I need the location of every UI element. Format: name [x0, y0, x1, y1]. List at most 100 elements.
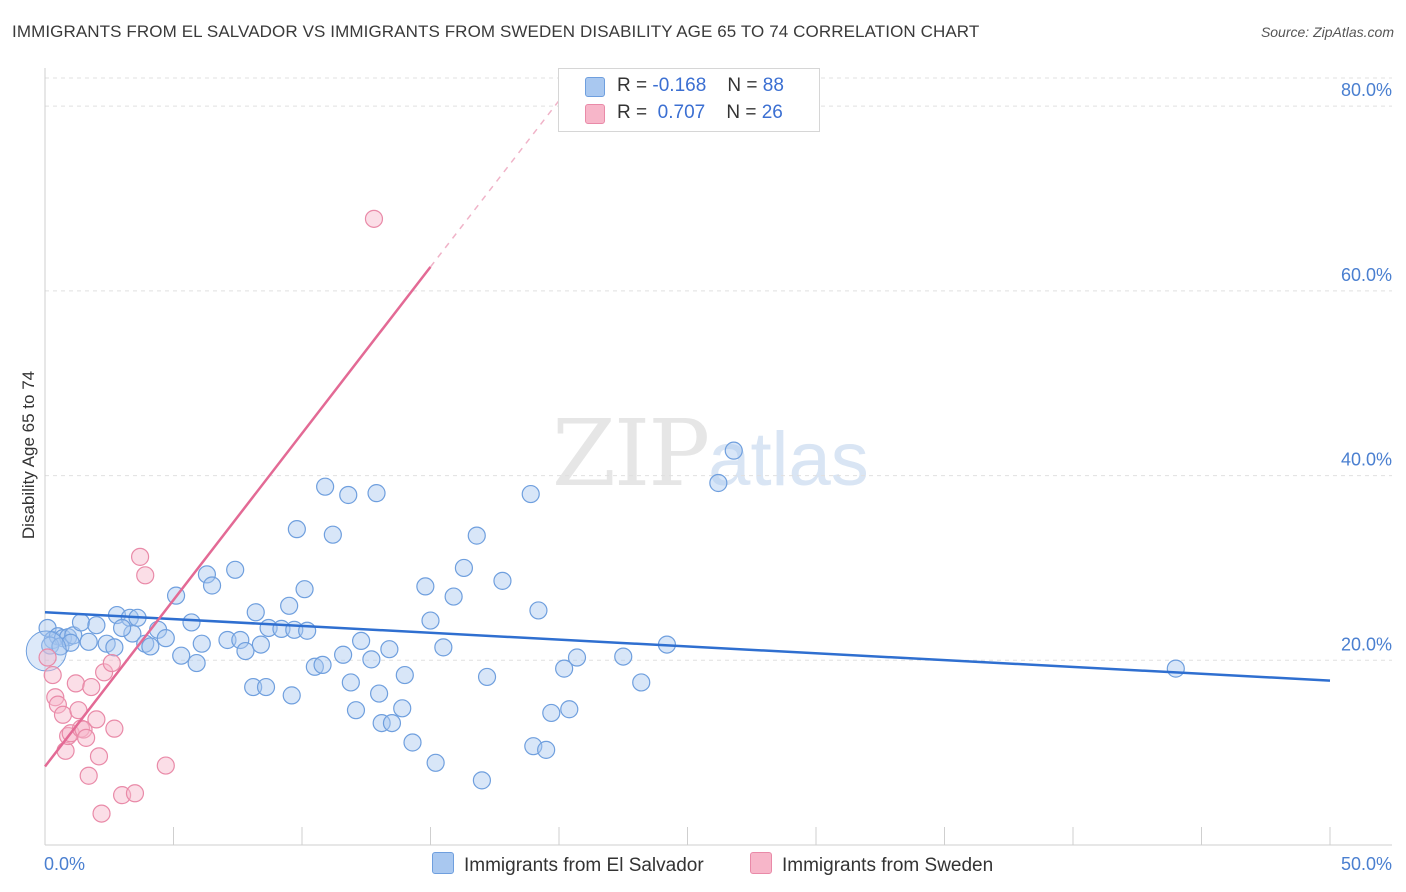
data-point-el-salvador	[555, 659, 574, 678]
data-point-el-salvador	[434, 638, 453, 657]
data-point-el-salvador	[251, 635, 270, 654]
data-point-el-salvador	[71, 613, 91, 632]
data-point-el-salvador	[256, 677, 276, 697]
watermark-zip: ZIP	[552, 400, 710, 507]
tick-labels: 20.0% 40.0% 60.0% 80.0% 0.0% 50.0%	[44, 80, 1392, 874]
x-tick-label: 50.0%	[1341, 854, 1392, 874]
watermark: ZIPatlas	[552, 400, 869, 507]
data-point-sweden	[53, 705, 73, 724]
data-point-el-salvador	[380, 640, 399, 659]
data-point-el-salvador	[367, 484, 386, 503]
y-axis-label: Disability Age 65 to 74	[19, 371, 38, 539]
data-point-sweden	[136, 566, 155, 585]
data-point-sweden	[77, 728, 96, 747]
data-point-sweden	[105, 719, 124, 738]
legend-n-label: N =	[726, 102, 757, 123]
trend-line-el-salvador	[44, 611, 1331, 682]
data-point-el-salvador	[141, 637, 160, 656]
data-point-sweden	[48, 695, 67, 714]
data-point-el-salvador	[346, 701, 366, 720]
data-point-el-salvador	[472, 771, 491, 790]
data-point-el-salvador	[79, 632, 98, 651]
data-point-el-salvador	[226, 560, 245, 579]
bottom-legend-el-salvador: Immigrants from El Salvador	[432, 852, 704, 877]
data-point-el-salvador	[192, 634, 211, 653]
data-point-sweden	[38, 648, 57, 667]
data-point-el-salvador	[341, 673, 360, 692]
data-point-el-salvador	[313, 655, 332, 675]
data-point-el-salvador	[395, 665, 414, 685]
bottom-legend-swatch-sweden	[750, 852, 772, 874]
data-point-sweden	[125, 784, 145, 803]
data-point-el-salvador-cluster	[25, 630, 67, 672]
chart-title: IMMIGRANTS FROM EL SALVADOR VS IMMIGRANT…	[12, 22, 980, 41]
data-point-sweden	[82, 677, 101, 697]
trend-lines	[44, 100, 1331, 768]
data-point-el-salvador	[393, 699, 412, 718]
data-point-el-salvador	[218, 630, 237, 650]
y-tick-label: 80.0%	[1341, 80, 1392, 100]
data-point-el-salvador	[444, 587, 463, 606]
data-point-sweden	[43, 665, 62, 685]
data-point-el-salvador	[421, 611, 440, 630]
data-point-el-salvador	[537, 740, 556, 759]
data-point-el-salvador	[454, 558, 474, 578]
data-point-el-salvador	[287, 520, 306, 539]
data-point-el-salvador	[105, 638, 124, 657]
data-point-el-salvador	[61, 633, 80, 652]
data-point-el-salvador	[521, 484, 540, 504]
legend-n-label: N =	[727, 75, 758, 96]
data-point-sweden	[130, 547, 150, 566]
data-point-sweden	[95, 663, 114, 682]
data-point-el-salvador	[477, 667, 497, 687]
legend-swatch-sweden	[585, 104, 605, 124]
bottom-legend-label-el-salvador: Immigrants from El Salvador	[464, 855, 704, 876]
data-point-el-salvador	[567, 648, 587, 667]
legend-swatch-el-salvador	[585, 77, 605, 97]
data-point-el-salvador	[352, 631, 371, 651]
data-point-el-salvador	[370, 684, 389, 703]
data-point-el-salvador	[493, 571, 512, 590]
data-point-el-salvador	[382, 713, 402, 733]
legend-n-value-el-salvador: 88	[762, 75, 784, 96]
data-point-el-salvador	[282, 686, 301, 705]
data-point-el-salvador	[724, 441, 743, 460]
data-point-el-salvador	[529, 601, 548, 620]
data-point-sweden	[156, 756, 175, 775]
data-point-el-salvador	[632, 673, 651, 692]
data-point-sweden	[56, 741, 75, 760]
data-point-el-salvador	[295, 580, 314, 599]
legend-r-value-sweden: 0.707	[657, 102, 706, 123]
data-point-el-salvador	[467, 526, 486, 545]
correlation-legend: R = -0.168 N = 88 R = 0.707 N = 26	[558, 68, 820, 132]
data-point-el-salvador	[560, 700, 579, 719]
data-point-sweden	[46, 688, 65, 707]
data-point-el-salvador	[316, 477, 335, 496]
data-point-el-salvador	[323, 525, 342, 544]
data-point-sweden	[364, 209, 384, 228]
data-point-sweden	[87, 710, 106, 729]
data-point-el-salvador	[87, 616, 106, 635]
bottom-legend-swatch-el-salvador	[432, 852, 454, 874]
data-point-el-salvador	[614, 647, 633, 666]
data-point-el-salvador	[182, 613, 201, 632]
data-point-sweden	[102, 653, 121, 673]
trend-line-sweden	[44, 266, 432, 768]
data-point-el-salvador	[187, 653, 206, 673]
data-point-sweden	[89, 747, 109, 766]
data-point-el-salvador	[362, 650, 381, 669]
data-point-el-salvador	[339, 485, 358, 505]
data-point-el-salvador	[231, 630, 250, 650]
source-credit: Source: ZipAtlas.com	[1260, 24, 1394, 40]
data-point-el-salvador	[244, 677, 263, 697]
legend-r-value-el-salvador: -0.168	[652, 75, 707, 96]
data-point-el-salvador	[1166, 659, 1185, 678]
grid-lines	[45, 77, 1392, 661]
y-tick-label: 20.0%	[1341, 634, 1392, 654]
data-point-el-salvador	[426, 753, 445, 772]
data-point-el-salvador	[246, 603, 265, 622]
legend-r-label: R =	[617, 75, 648, 96]
axes	[44, 68, 1392, 846]
data-point-el-salvador	[416, 577, 435, 596]
